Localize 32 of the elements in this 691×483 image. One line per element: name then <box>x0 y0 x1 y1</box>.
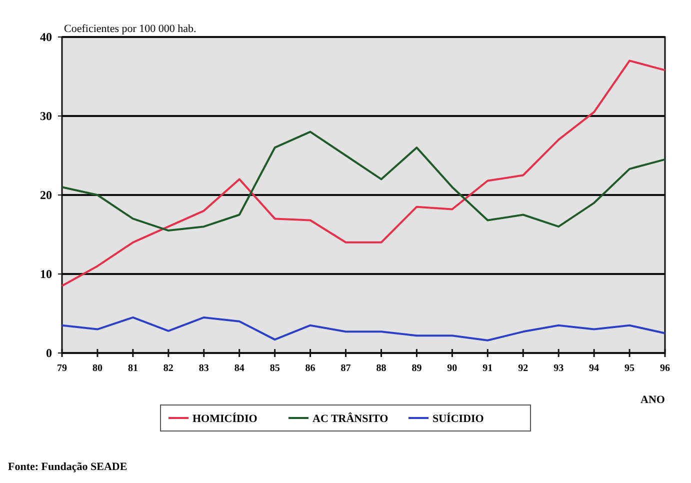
y-tick-label: 40 <box>40 30 52 44</box>
x-tick-label: 81 <box>128 363 138 374</box>
x-tick-label: 93 <box>554 363 564 374</box>
x-tick-label: 85 <box>270 363 280 374</box>
x-tick-label: 94 <box>589 363 600 374</box>
line-series <box>61 316 666 342</box>
x-tick-label: 92 <box>518 363 528 374</box>
source-note: Fonte: Fundação SEADE <box>8 461 128 473</box>
x-tick-label: 86 <box>305 363 316 374</box>
x-tick-label: 88 <box>376 363 386 374</box>
x-tick-label: 91 <box>482 363 493 374</box>
x-tick-label: 90 <box>447 363 458 374</box>
x-tick-label: 95 <box>624 363 635 374</box>
x-tick-label: 89 <box>412 363 422 374</box>
y-tick-label: 30 <box>40 109 52 124</box>
x-tick-label: 96 <box>660 363 670 374</box>
x-axis-title: ANO <box>640 394 666 406</box>
x-tick-label: 82 <box>163 363 174 374</box>
y-axis-title: Coeficientes por 100 000 hab. <box>64 23 197 35</box>
y-tick-label: 20 <box>40 188 52 202</box>
legend-label: SUÍCIDIO <box>432 412 484 425</box>
x-tick-label: 87 <box>340 363 351 374</box>
y-tick-label: 0 <box>46 346 52 360</box>
legend-label: HOMICÍDIO <box>192 412 258 425</box>
x-tick-label: 80 <box>92 363 102 374</box>
y-tick-label: 10 <box>40 267 52 282</box>
legend-label: AC TRÂNSITO <box>312 412 389 425</box>
line-series <box>61 130 666 232</box>
x-tick-label: 83 <box>198 363 209 374</box>
line-series <box>61 60 666 287</box>
x-tick-label: 84 <box>234 363 244 374</box>
x-tick-label: 79 <box>57 363 67 374</box>
